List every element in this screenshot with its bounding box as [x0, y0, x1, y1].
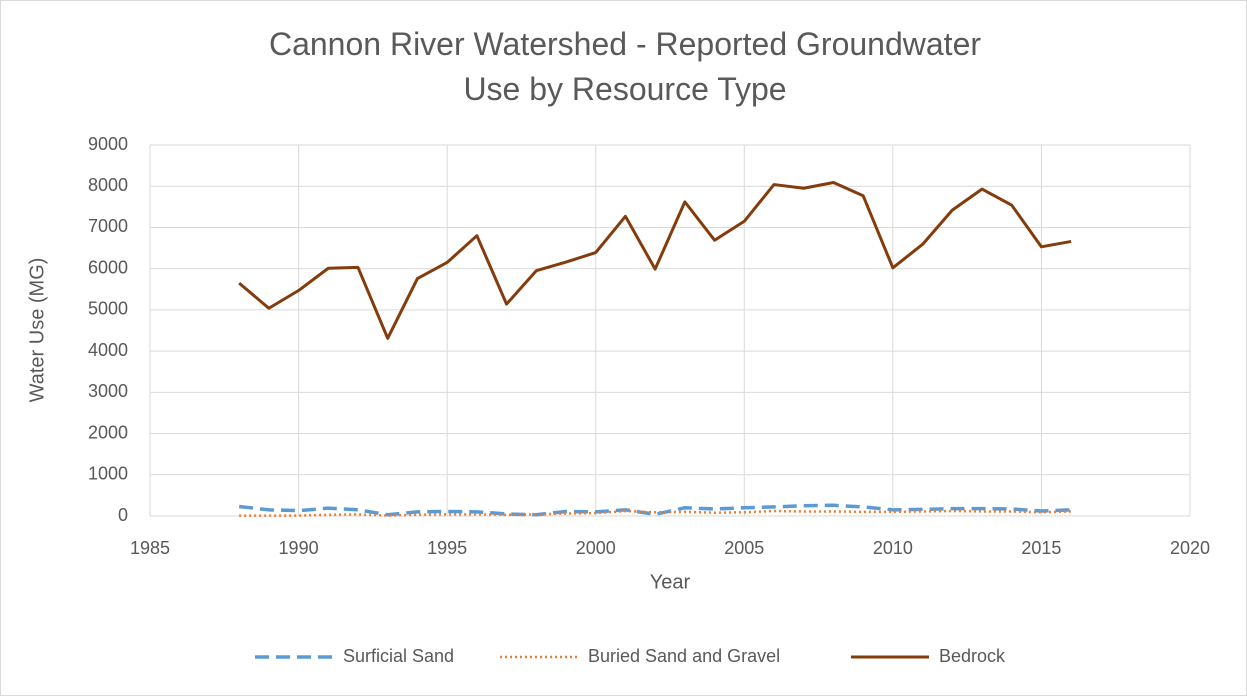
y-axis-label: Water Use (MG)	[26, 258, 48, 403]
legend-label: Buried Sand and Gravel	[588, 646, 780, 666]
y-tick-label: 4000	[88, 340, 128, 360]
line-series	[239, 509, 1072, 517]
y-tick-label: 3000	[88, 381, 128, 401]
x-tick-label: 1990	[279, 538, 319, 558]
legend-label: Surficial Sand	[343, 646, 454, 666]
x-tick-label: 2010	[873, 538, 913, 558]
y-tick-label: 7000	[88, 216, 128, 236]
line-series	[238, 503, 1072, 517]
x-tick-label: 1985	[130, 538, 170, 558]
y-tick-label: 2000	[88, 422, 128, 442]
y-tick-label: 0	[118, 505, 128, 525]
x-tick-label: 1995	[427, 538, 467, 558]
x-tick-label: 2005	[724, 538, 764, 558]
y-tick-label: 8000	[88, 175, 128, 195]
x-tick-label: 2015	[1021, 538, 1061, 558]
legend-label: Bedrock	[939, 646, 1006, 666]
y-tick-label: 1000	[88, 464, 128, 484]
y-tick-label: 6000	[88, 257, 128, 277]
line-series	[238, 181, 1072, 340]
x-tick-label: 2020	[1170, 538, 1210, 558]
x-tick-label: 2000	[576, 538, 616, 558]
x-axis-label: Year	[650, 571, 691, 593]
y-tick-label: 5000	[88, 299, 128, 319]
chart-title: Cannon River Watershed - Reported Ground…	[269, 26, 981, 107]
y-tick-label: 9000	[88, 134, 128, 154]
